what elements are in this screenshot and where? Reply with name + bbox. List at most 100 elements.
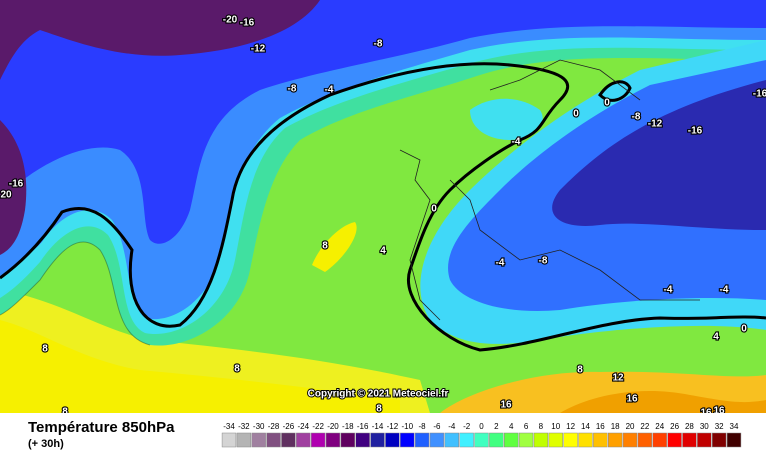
contour-label: 0 bbox=[573, 109, 579, 120]
scale-label: -2 bbox=[463, 422, 471, 431]
scale-label: 32 bbox=[715, 422, 724, 431]
title: Température 850hPa bbox=[28, 419, 175, 436]
contour-label: -8 bbox=[374, 39, 383, 50]
contour-label: 4 bbox=[713, 332, 719, 343]
scale-swatch bbox=[578, 432, 593, 448]
contour-label: 0 bbox=[741, 324, 747, 335]
subtitle: (+ 30h) bbox=[28, 438, 64, 450]
scale-label: -26 bbox=[283, 422, 295, 431]
contour-label: 0 bbox=[604, 98, 610, 109]
scale-label: -6 bbox=[433, 422, 441, 431]
scale-label: 6 bbox=[524, 422, 529, 431]
scale-swatch bbox=[459, 432, 474, 448]
scale-swatch bbox=[637, 432, 653, 448]
scale-swatch bbox=[504, 432, 519, 448]
scale-label: 28 bbox=[685, 422, 694, 431]
scale-swatch bbox=[622, 432, 638, 448]
contour-label: -16 bbox=[9, 179, 24, 190]
scale-label: -22 bbox=[312, 422, 324, 431]
contour-label: 8 bbox=[42, 344, 48, 355]
contour-label: -8 bbox=[539, 256, 548, 267]
scale-swatch bbox=[474, 432, 489, 448]
scale-swatch bbox=[400, 432, 415, 448]
scale-label: 2 bbox=[494, 422, 499, 431]
scale-label: -20 bbox=[327, 422, 339, 431]
scale-swatch bbox=[444, 432, 459, 448]
contour-label: -4 bbox=[512, 137, 521, 148]
scale-label: 30 bbox=[700, 422, 709, 431]
scale-label: -28 bbox=[268, 422, 280, 431]
scale-swatch bbox=[296, 432, 311, 448]
scale-label: -34 bbox=[223, 422, 235, 431]
scale-label: -16 bbox=[357, 422, 369, 431]
contour-label: -4 bbox=[664, 285, 673, 296]
contour-label: -16 bbox=[240, 18, 255, 29]
scale-label: 26 bbox=[670, 422, 679, 431]
contour-label: 4 bbox=[380, 246, 386, 257]
scale-label: 24 bbox=[655, 422, 664, 431]
contour-label: -4 bbox=[720, 285, 729, 296]
scale-label: 12 bbox=[566, 422, 575, 431]
scale-swatch bbox=[221, 432, 237, 448]
scale-swatch bbox=[608, 432, 623, 448]
contour-label: -16 bbox=[753, 89, 766, 100]
scale-swatch bbox=[563, 432, 578, 448]
contour-label: -16 bbox=[688, 126, 703, 137]
scale-swatch bbox=[310, 432, 326, 448]
scale-label: 10 bbox=[551, 422, 560, 431]
contour-label: -20 bbox=[223, 15, 238, 26]
scale-swatch bbox=[489, 432, 504, 448]
scale-label: 8 bbox=[539, 422, 544, 431]
scale-label: -8 bbox=[419, 422, 427, 431]
scale-swatch bbox=[340, 432, 356, 448]
contour-label: -12 bbox=[648, 119, 663, 130]
scale-swatch bbox=[429, 432, 445, 448]
scale-label: -30 bbox=[253, 422, 265, 431]
scale-swatch bbox=[385, 432, 400, 448]
scale-swatch bbox=[726, 432, 742, 448]
scale-swatch bbox=[236, 432, 252, 448]
contour-label: 8 bbox=[234, 364, 240, 375]
contour-label: 16 bbox=[626, 394, 638, 405]
scale-swatch bbox=[533, 432, 549, 448]
scale-label: 0 bbox=[479, 422, 484, 431]
contour-label: 20 bbox=[0, 190, 12, 201]
scale-label: 18 bbox=[611, 422, 620, 431]
contour-label: 8 bbox=[322, 241, 328, 252]
scale-label: -24 bbox=[297, 422, 309, 431]
scale-swatch bbox=[682, 432, 697, 448]
scale-label: 20 bbox=[626, 422, 635, 431]
scale-swatch bbox=[414, 432, 430, 448]
contour-label: -8 bbox=[288, 84, 297, 95]
scale-swatch bbox=[370, 432, 385, 448]
scale-swatch bbox=[593, 432, 608, 448]
map-field bbox=[0, 0, 766, 413]
scale-swatch bbox=[281, 432, 296, 448]
copyright: Copyright © 2021 Meteociel.fr bbox=[308, 389, 449, 400]
scale-swatch bbox=[266, 432, 281, 448]
color-scale: -34 -32 -30 -28 -26 -24 -22 -20 -18 -16 -14 -12 -10-… bbox=[221, 422, 742, 448]
scale-label: -32 bbox=[238, 422, 250, 431]
scale-label: -10 bbox=[401, 422, 413, 431]
scale-label: 4 bbox=[509, 422, 514, 431]
contour-label: -4 bbox=[496, 258, 505, 269]
scale-label: 34 bbox=[730, 422, 739, 431]
scale-swatch bbox=[518, 432, 534, 448]
contour-label: 0 bbox=[431, 204, 437, 215]
scale-swatch bbox=[355, 432, 370, 448]
scale-label: 22 bbox=[640, 422, 649, 431]
scale-label: -18 bbox=[342, 422, 354, 431]
scale-label: 16 bbox=[596, 422, 605, 431]
scale-swatch bbox=[697, 432, 712, 448]
scale-swatch bbox=[325, 432, 341, 448]
contour-label: 8 bbox=[62, 407, 68, 418]
contour-label: -4 bbox=[325, 85, 334, 96]
scale-swatch bbox=[251, 432, 266, 448]
contour-label: 8 bbox=[577, 365, 583, 376]
scale-label: -14 bbox=[372, 422, 384, 431]
contour-label: 12 bbox=[612, 373, 624, 384]
scale-label: -12 bbox=[387, 422, 399, 431]
scale-swatch bbox=[548, 432, 563, 448]
